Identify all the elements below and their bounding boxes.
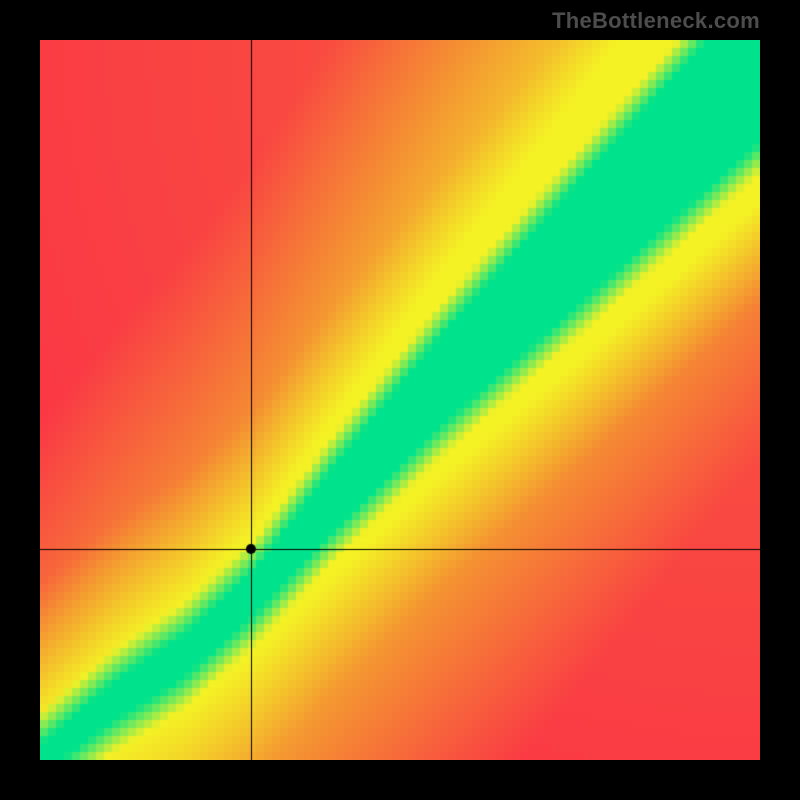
frame-bottom	[0, 760, 800, 800]
bottleneck-heatmap	[40, 40, 760, 760]
watermark-text: TheBottleneck.com	[552, 8, 760, 34]
frame-left	[0, 0, 40, 800]
frame-right	[760, 0, 800, 800]
